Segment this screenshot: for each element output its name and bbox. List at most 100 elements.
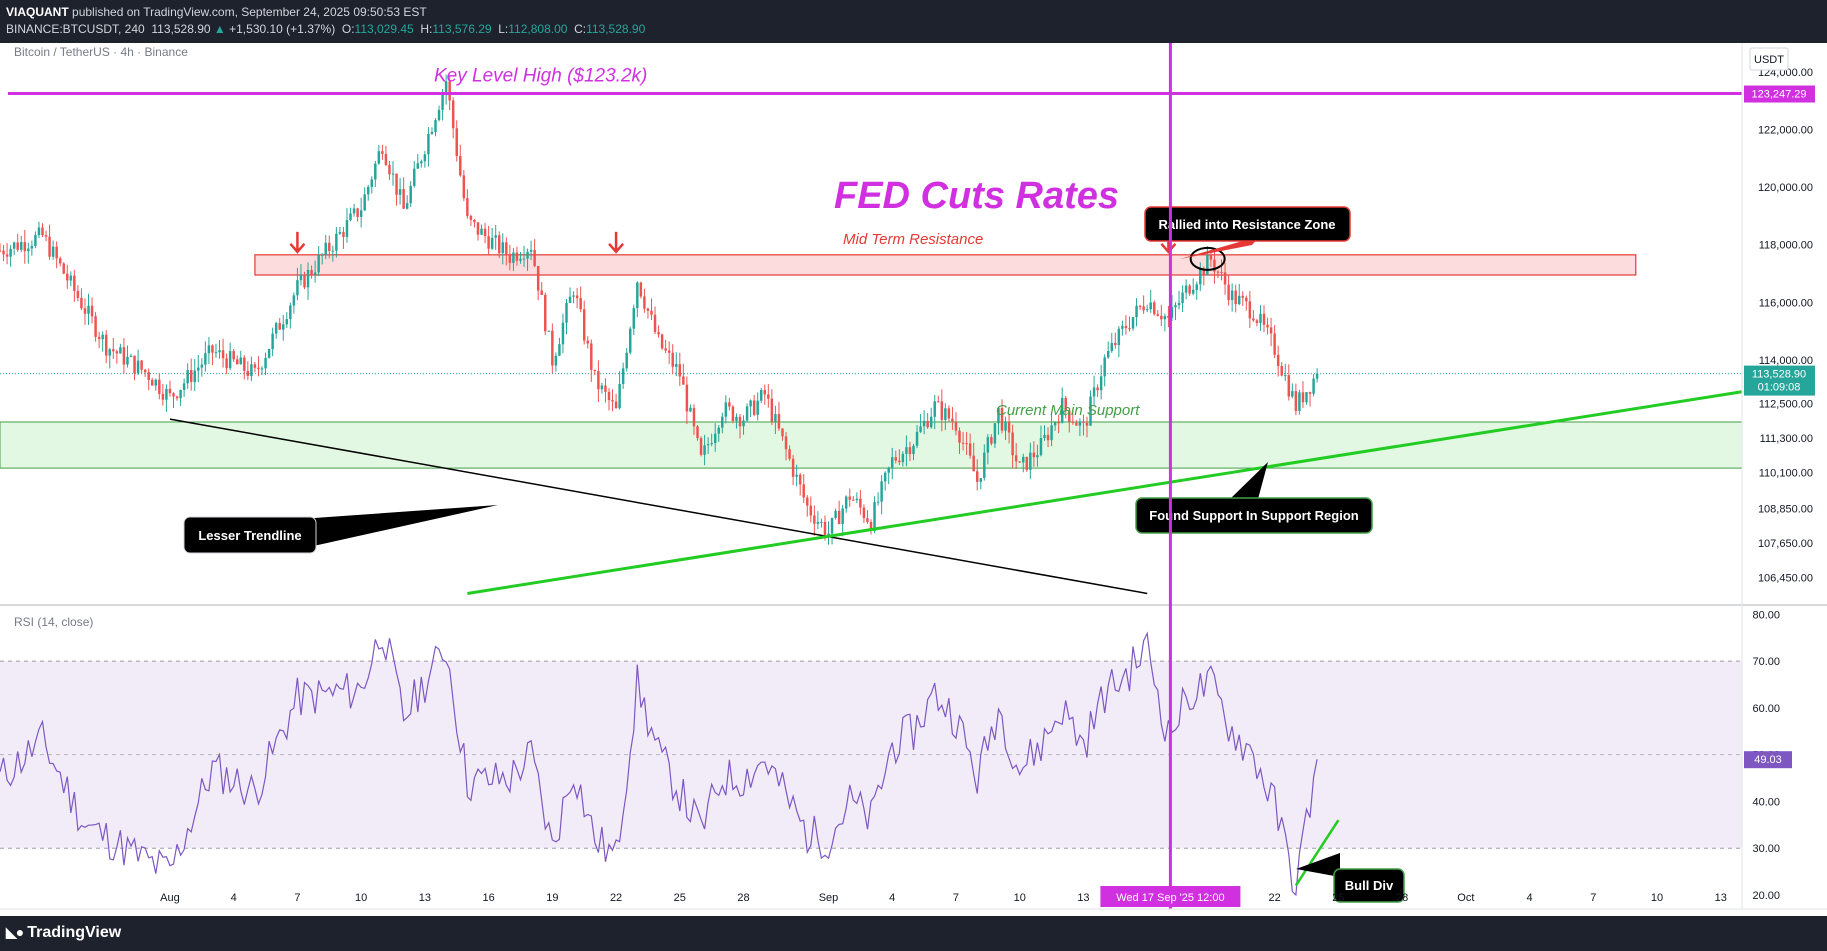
candle-body	[398, 189, 402, 195]
candle-body	[1014, 455, 1018, 462]
candle-body	[579, 298, 582, 310]
countdown-text: 01:09:08	[1758, 382, 1801, 394]
time-tick-label: 25	[1332, 892, 1344, 904]
price-pane[interactable]	[0, 74, 1743, 595]
candle-body	[395, 173, 398, 195]
candle-body	[905, 447, 908, 454]
price-tick-label: 112,500.00	[1759, 398, 1813, 410]
candle-body	[937, 401, 940, 403]
candle-body	[37, 227, 41, 236]
candle-body	[405, 203, 409, 209]
rsi-tick-label: 20.00	[1752, 890, 1780, 902]
rsi-value-badge	[1744, 751, 1792, 769]
candle-body	[618, 384, 621, 409]
candle-body	[983, 452, 986, 479]
time-tick-label: 10	[355, 892, 367, 904]
candle-body	[1089, 396, 1092, 426]
candle-body	[639, 282, 643, 297]
candle-body	[303, 274, 306, 288]
candle-body	[257, 367, 260, 369]
candle-body	[1078, 421, 1082, 426]
candle-body	[1170, 307, 1174, 318]
candle-body	[48, 236, 51, 257]
candle-body	[1230, 290, 1234, 301]
candle-body	[621, 368, 625, 385]
candle-body	[1315, 373, 1319, 379]
candle-body	[650, 310, 653, 315]
candle-body	[420, 161, 423, 164]
candle-body	[62, 263, 65, 274]
candle-body	[997, 407, 1000, 424]
candle-body	[480, 228, 483, 235]
candle-body	[604, 385, 607, 392]
candle-body	[586, 340, 589, 344]
candle-body	[20, 242, 23, 250]
candle-body	[108, 349, 111, 356]
candle-body	[1060, 397, 1064, 423]
candle-body	[1227, 284, 1230, 301]
rallied-callout-text: Rallied into Resistance Zone	[1159, 217, 1336, 232]
candle-body	[855, 498, 859, 501]
candle-body	[990, 437, 993, 444]
tradingview-logo[interactable]: ◣● TradingView	[6, 924, 121, 942]
candle-body	[122, 347, 126, 365]
candle-body	[1160, 315, 1163, 320]
candle-body	[515, 252, 519, 261]
change-arrow-icon: ▲	[213, 22, 226, 36]
candle-body	[554, 355, 558, 366]
callout-box	[183, 516, 317, 554]
candle-body	[168, 388, 172, 394]
candle-body	[558, 344, 561, 356]
candle-body	[1184, 285, 1188, 293]
candle-body	[12, 242, 16, 249]
candle-body	[119, 347, 122, 354]
currency-button[interactable]	[1749, 47, 1789, 71]
candle-body	[699, 438, 703, 455]
candle-body	[1216, 271, 1220, 273]
candle-body	[767, 394, 770, 399]
time-axis[interactable]: Aug4710131619222528Sep4710131619222528Oc…	[0, 886, 1827, 910]
candle-body	[1149, 302, 1152, 310]
candle-body	[1145, 309, 1149, 311]
candle-body	[1291, 391, 1294, 397]
candle-body	[979, 478, 982, 482]
price-axis[interactable]: 124,000.00122,000.00120,000.00118,000.00…	[1741, 43, 1815, 605]
chart-canvas[interactable]: Bitcoin / TetherUS · 4h · Binance Key Le…	[0, 43, 1827, 916]
bull-div-line	[1294, 819, 1340, 887]
candle-body	[788, 449, 791, 459]
candle-body	[16, 242, 19, 250]
rallied-callout: Rallied into Resistance Zone	[1144, 206, 1351, 259]
key-level-badge-text: 123,247.29	[1751, 89, 1806, 101]
candle-body	[986, 437, 990, 453]
candle-body	[834, 510, 837, 518]
candle-body	[841, 508, 844, 524]
candle-body	[597, 371, 600, 390]
currency-label: USDT	[1754, 54, 1784, 66]
candle-body	[791, 458, 795, 477]
rsi-pane[interactable]	[0, 631, 1742, 897]
time-tick-label: 4	[1526, 892, 1532, 904]
candle-body	[1259, 313, 1262, 323]
candle-body	[1287, 375, 1291, 397]
candle-body	[66, 273, 69, 281]
candlestick-series	[0, 74, 1319, 545]
candle-body	[731, 406, 735, 421]
candle-body	[1057, 422, 1060, 424]
arrow-down-icon	[1160, 243, 1177, 254]
candle-body	[926, 420, 929, 428]
candle-body	[544, 294, 547, 332]
candle-body	[320, 254, 324, 256]
mid-term-resistance-label: Mid Term Resistance	[843, 231, 983, 248]
candle-body	[816, 521, 820, 524]
candle-body	[225, 358, 228, 369]
candle-body	[197, 367, 200, 371]
candle-body	[1004, 421, 1007, 431]
callout-pointer	[1230, 462, 1268, 499]
candle-body	[1036, 455, 1039, 458]
candle-body	[876, 501, 880, 503]
candle-body	[200, 364, 204, 368]
candle-body	[894, 457, 898, 461]
candle-body	[823, 521, 827, 536]
